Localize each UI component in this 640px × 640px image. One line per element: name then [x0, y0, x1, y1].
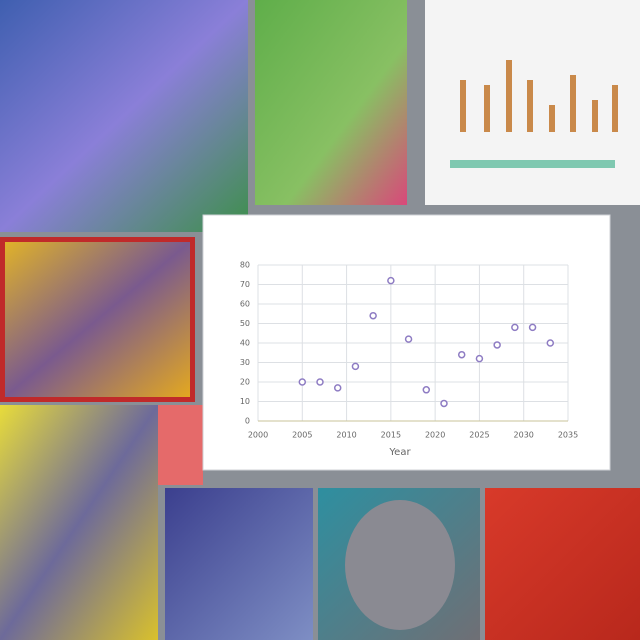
point: [422, 386, 431, 394]
point: [493, 341, 501, 349]
branch-image: [0, 405, 158, 640]
pink-panel: [158, 405, 203, 485]
point: [440, 399, 448, 408]
hand-image: [255, 0, 407, 205]
point: [387, 276, 395, 285]
point: [511, 323, 519, 332]
anatomy-image: [0, 0, 248, 232]
x-tick-label: 2020: [425, 431, 445, 440]
point: [475, 354, 484, 363]
bar-chart-decoration: [460, 60, 618, 132]
x-tick-label: 2015: [381, 431, 401, 440]
point: [546, 339, 555, 347]
point: [333, 384, 342, 392]
point: [316, 378, 324, 386]
point: [298, 378, 307, 386]
x-tick-label: 2005: [292, 431, 312, 440]
y-tick-label: 80: [240, 261, 250, 270]
point: [404, 335, 413, 343]
vine-image: [5, 242, 190, 397]
y-tick-label: 70: [240, 280, 250, 289]
y-tick-label: 0: [245, 417, 250, 426]
point: [528, 323, 537, 332]
x-tick-label: 2010: [336, 431, 356, 440]
y-tick-label: 30: [240, 358, 250, 367]
point: [351, 362, 360, 371]
y-tick-label: 50: [240, 319, 250, 328]
y-tick-label: 20: [240, 378, 250, 387]
point: [369, 311, 377, 320]
x-tick-label: 2030: [514, 431, 534, 440]
seed-image: [485, 488, 640, 640]
point: [457, 350, 466, 359]
head-shape: [345, 500, 455, 630]
y-tick-label: 60: [240, 300, 250, 309]
wing-image: [165, 488, 313, 640]
x-tick-label: 2025: [469, 431, 489, 440]
x-tick-label: 2035: [558, 431, 578, 440]
x-axis-label: Year: [388, 447, 411, 458]
colorbar-image: [450, 160, 615, 168]
y-tick-label: 40: [240, 339, 250, 348]
x-tick-label: 2000: [248, 431, 268, 440]
y-tick-label: 10: [240, 397, 250, 406]
